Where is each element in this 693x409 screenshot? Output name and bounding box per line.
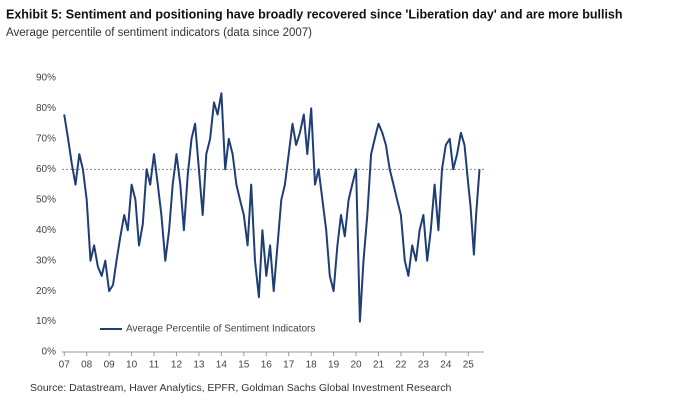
y-tick-label: 40% xyxy=(36,225,56,236)
x-tick-label: 25 xyxy=(463,360,475,371)
x-tick-label: 24 xyxy=(440,360,452,371)
y-tick-label: 70% xyxy=(36,134,56,145)
x-tick-label: 14 xyxy=(216,360,228,371)
x-tick-label: 22 xyxy=(395,360,407,371)
x-tick-label: 17 xyxy=(283,360,295,371)
y-tick-label: 10% xyxy=(36,316,56,327)
y-tick-label: 30% xyxy=(36,255,56,266)
chart-subtitle: Average percentile of sentiment indicato… xyxy=(6,27,312,39)
x-tick-label: 10 xyxy=(126,360,138,371)
x-tick-label: 07 xyxy=(59,360,71,371)
source-note: Source: Datastream, Haver Analytics, EPF… xyxy=(30,382,452,394)
x-tick-label: 09 xyxy=(104,360,116,371)
x-tick-label: 20 xyxy=(350,360,362,371)
y-tick-label: 50% xyxy=(36,194,56,205)
x-tick-label: 13 xyxy=(193,360,205,371)
x-tick-label: 12 xyxy=(171,360,183,371)
x-tick-label: 08 xyxy=(81,360,93,371)
x-tick-label: 23 xyxy=(418,360,430,371)
legend-label: Average Percentile of Sentiment Indicato… xyxy=(126,324,315,335)
x-tick-label: 18 xyxy=(306,360,318,371)
y-tick-label: 60% xyxy=(36,164,56,175)
chart-title: Exhibit 5: Sentiment and positioning hav… xyxy=(6,7,623,21)
y-tick-label: 20% xyxy=(36,286,56,297)
y-tick-label: 80% xyxy=(36,103,56,114)
y-tick-label: 90% xyxy=(36,73,56,84)
x-tick-label: 11 xyxy=(149,360,160,371)
x-tick-label: 21 xyxy=(373,360,385,371)
x-tick-label: 19 xyxy=(328,360,340,371)
x-tick-label: 15 xyxy=(238,360,250,371)
x-tick-label: 16 xyxy=(261,360,273,371)
series-line xyxy=(63,92,481,323)
y-tick-label: 0% xyxy=(42,347,57,358)
